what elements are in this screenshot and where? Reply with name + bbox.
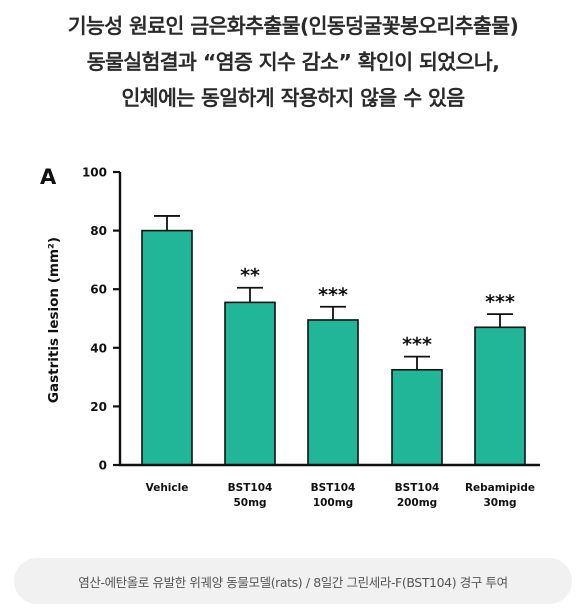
y-axis-label: Gastritis lesion (mm²) xyxy=(46,237,62,403)
bar xyxy=(391,368,443,466)
headline-line-3: 인체에는 동일하게 작용하지 않을 수 있음 xyxy=(121,86,465,110)
category-label: BST104 xyxy=(228,482,273,494)
footer-caption: 염산-에탄올로 유발한 위궤양 동물모델(rats) / 8일간 그린세라-F(… xyxy=(78,574,508,590)
bar xyxy=(224,301,276,466)
panel-label: A xyxy=(40,165,57,189)
footer-caption-box: 염산-에탄올로 유발한 위궤양 동물모델(rats) / 8일간 그린세라-F(… xyxy=(14,558,572,604)
category-labels: Vehicle BST104 50mg BST104 100mg BST104 200mg R… xyxy=(146,482,535,509)
significance-marker: ** xyxy=(240,265,260,287)
y-tick-label: 60 xyxy=(90,283,107,297)
significance-marker: *** xyxy=(402,334,432,356)
y-tick-label: 0 xyxy=(99,459,107,473)
category-label: BST104 xyxy=(311,482,356,494)
bar xyxy=(307,319,359,466)
y-tick-label: 80 xyxy=(90,224,107,238)
axes xyxy=(118,172,540,467)
bars: *********** xyxy=(141,215,526,466)
y-tick-label: 100 xyxy=(82,166,107,180)
category-label: Rebamipide xyxy=(465,482,535,494)
bar xyxy=(474,326,526,466)
bar xyxy=(141,229,193,466)
y-tick-label: 20 xyxy=(90,400,107,414)
category-label: 50mg xyxy=(233,497,266,509)
significance-marker: *** xyxy=(485,291,515,313)
bar-chart: A Gastritis lesion (mm²) 0 20 40 60 80 100 **… xyxy=(40,165,540,509)
category-label: 100mg xyxy=(313,497,353,509)
headline: 기능성 원료인 금은화추출물(인동덩굴꽃봉오리추출물) 동물실험결과 “염증 지… xyxy=(0,8,586,116)
y-tick-label: 40 xyxy=(90,341,107,355)
y-axis-ticks: 0 20 40 60 80 100 xyxy=(82,166,120,473)
headline-line-1: 기능성 원료인 금은화추출물(인동덩굴꽃봉오리추출물) xyxy=(67,14,519,38)
category-label: 200mg xyxy=(397,497,437,509)
category-label: 30mg xyxy=(483,497,516,509)
category-label: BST104 xyxy=(395,482,440,494)
headline-line-2: 동물실험결과 “염증 지수 감소” 확인이 되었으나, xyxy=(86,50,500,74)
significance-marker: *** xyxy=(318,284,348,306)
category-label: Vehicle xyxy=(146,482,189,494)
